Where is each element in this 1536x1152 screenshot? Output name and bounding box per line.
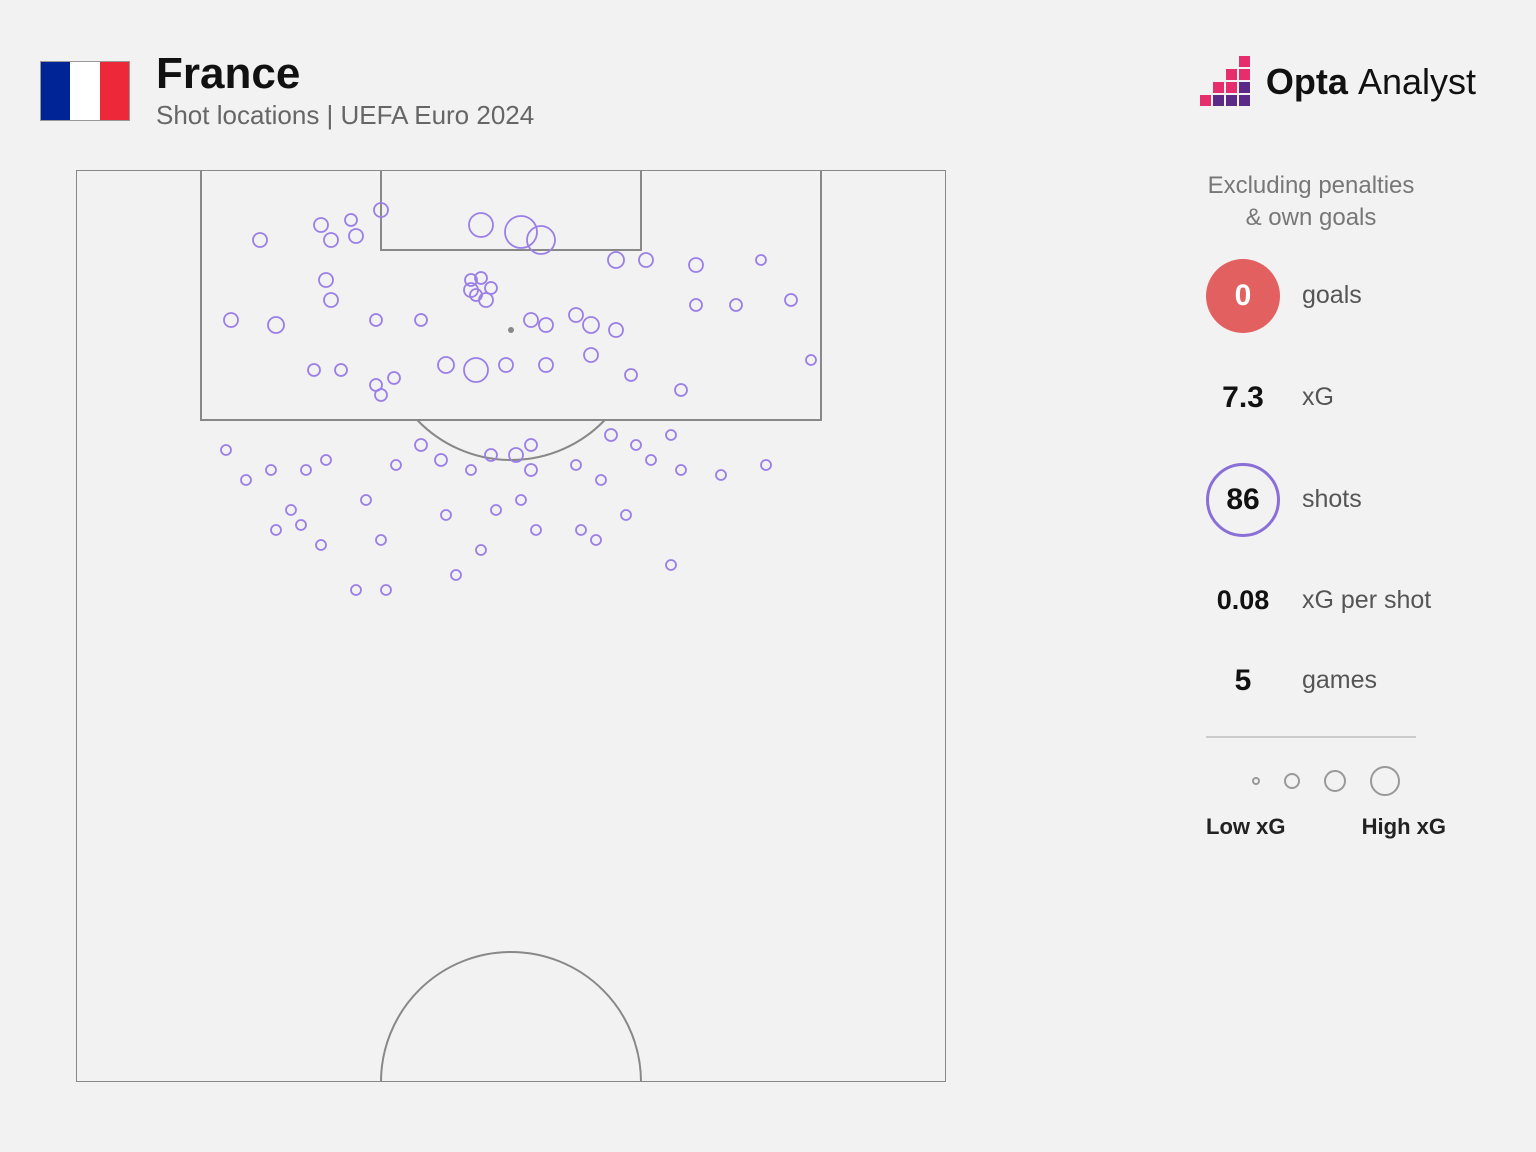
legend-circle [1324, 770, 1346, 792]
games-label: games [1302, 666, 1377, 695]
sidebar-divider [1206, 736, 1416, 738]
stat-goals: 0 goals [1146, 259, 1476, 333]
legend-low: Low xG [1206, 814, 1285, 840]
logo-brand: Opta [1266, 61, 1348, 102]
stat-shots: 86 shots [1146, 463, 1476, 537]
flag-stripe [70, 62, 99, 120]
legend-circle [1284, 773, 1300, 789]
stat-xgps: 0.08 xG per shot [1146, 585, 1476, 616]
stat-games: 5 games [1146, 664, 1476, 698]
xg-value: 7.3 [1206, 381, 1280, 415]
xg-size-legend: Low xG High xG [1146, 766, 1476, 840]
legend-circles [1252, 766, 1400, 796]
goals-label: goals [1302, 281, 1362, 310]
xgps-label: xG per shot [1302, 586, 1431, 615]
games-value: 5 [1206, 664, 1280, 698]
flag-stripe [100, 62, 129, 120]
stats-sidebar: Excluding penalties & own goals 0 goals … [1146, 170, 1476, 840]
legend-circle [1252, 777, 1260, 785]
shots-label: shots [1302, 485, 1362, 514]
legend-high: High xG [1362, 814, 1446, 840]
stat-xg: 7.3 xG [1146, 381, 1476, 415]
legend-circle [1370, 766, 1400, 796]
pitch-chart [76, 170, 946, 1082]
note-line: & own goals [1246, 204, 1377, 231]
logo-suffix: Analyst [1358, 61, 1476, 102]
title-block: France Shot locations | UEFA Euro 2024 [156, 50, 534, 131]
header: France Shot locations | UEFA Euro 2024 [40, 50, 534, 131]
note-line: Excluding penalties [1208, 172, 1415, 199]
opta-logo-text: Opta Analyst [1266, 61, 1476, 103]
xg-label: xG [1302, 383, 1334, 412]
sidebar-note: Excluding penalties & own goals [1208, 170, 1415, 235]
opta-logo: Opta Analyst [1200, 56, 1476, 108]
page-title: France [156, 50, 534, 98]
france-flag-icon [40, 61, 130, 121]
legend-labels: Low xG High xG [1206, 814, 1446, 840]
page-subtitle: Shot locations | UEFA Euro 2024 [156, 100, 534, 131]
shots-badge: 86 [1206, 463, 1280, 537]
opta-logo-icon [1200, 56, 1252, 108]
goals-badge: 0 [1206, 259, 1280, 333]
xgps-value: 0.08 [1206, 585, 1280, 616]
flag-stripe [41, 62, 70, 120]
